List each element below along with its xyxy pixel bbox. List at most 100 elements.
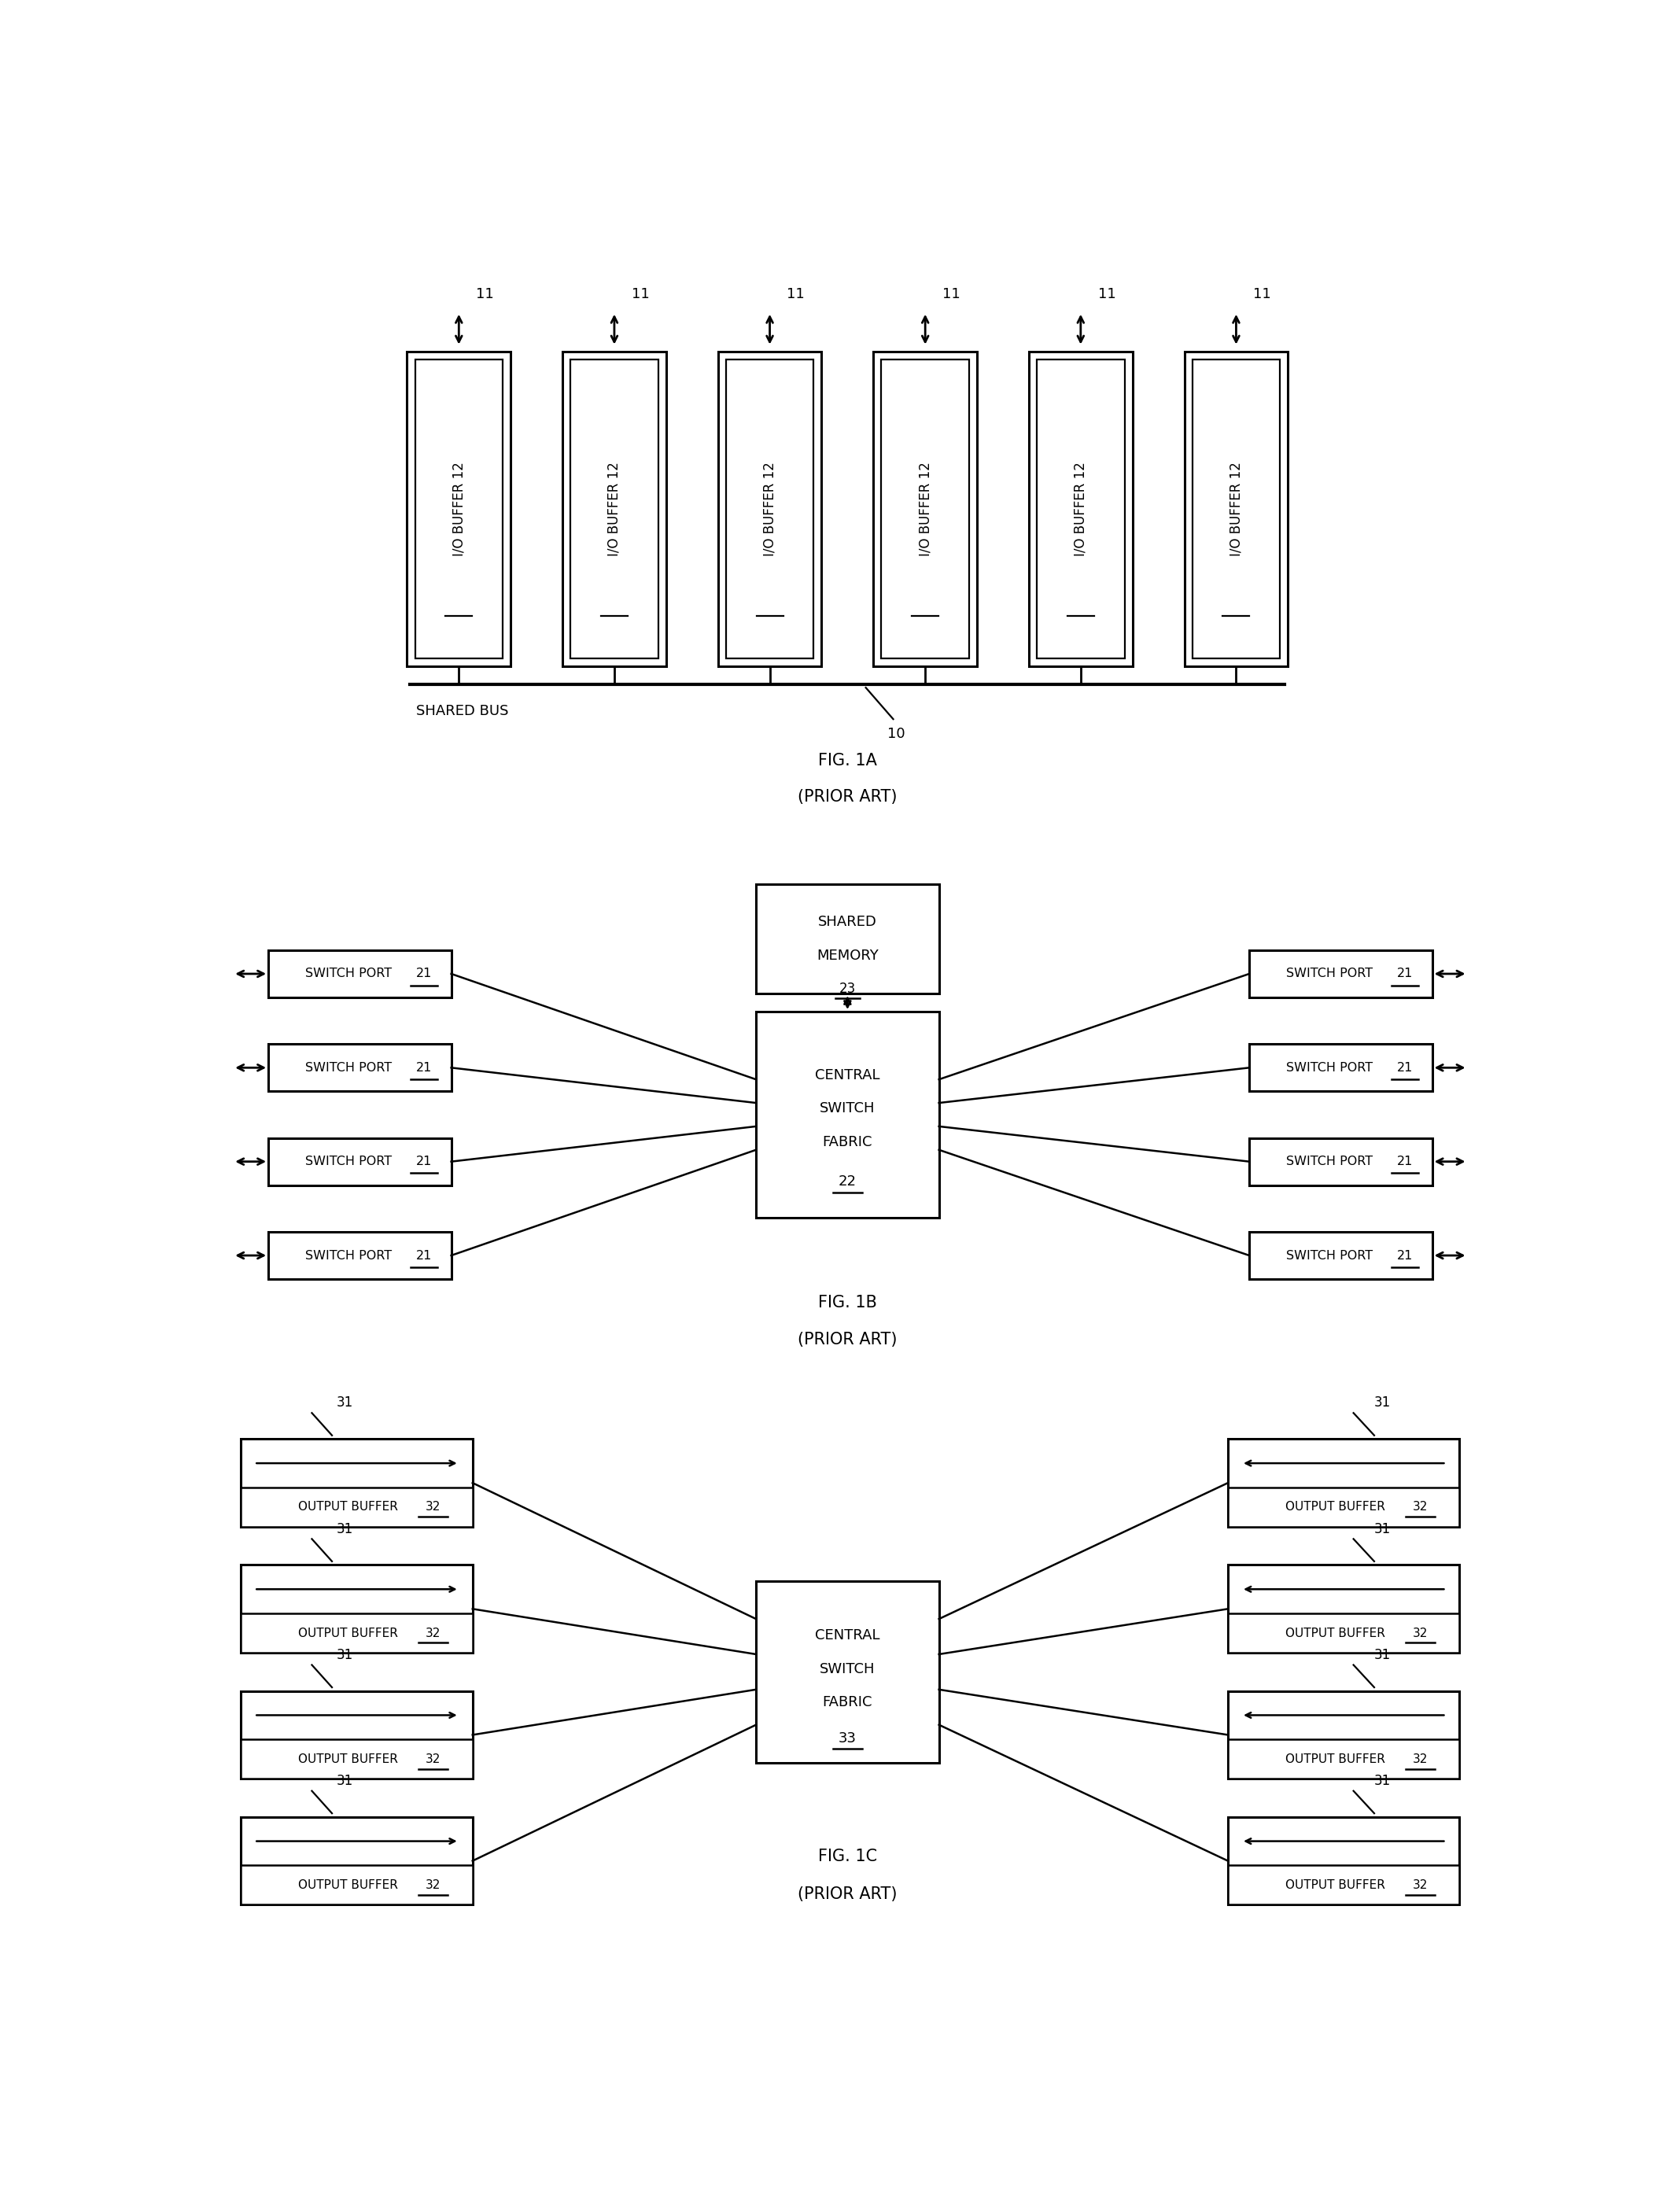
Text: SWITCH PORT: SWITCH PORT: [305, 969, 392, 980]
Text: 21: 21: [1397, 1155, 1413, 1168]
Bar: [1037, 358, 1125, 659]
Text: 32: 32: [1412, 1754, 1427, 1765]
Text: SWITCH PORT: SWITCH PORT: [1286, 1062, 1374, 1073]
Bar: [727, 358, 813, 659]
Bar: [269, 951, 451, 998]
Text: 31: 31: [1374, 1774, 1390, 1787]
Text: 11: 11: [476, 288, 494, 301]
Text: MEMORY: MEMORY: [816, 949, 879, 962]
Bar: [1249, 951, 1432, 998]
Text: 21: 21: [416, 969, 431, 980]
Text: 21: 21: [416, 1062, 431, 1073]
Bar: [241, 1690, 473, 1778]
Bar: [562, 352, 667, 666]
Bar: [757, 885, 939, 993]
Text: OUTPUT BUFFER: OUTPUT BUFFER: [1286, 1502, 1385, 1513]
Bar: [757, 1582, 939, 1763]
Text: 11: 11: [942, 288, 961, 301]
Text: 32: 32: [1412, 1880, 1427, 1891]
Bar: [1249, 1044, 1432, 1091]
Text: FIG. 1C: FIG. 1C: [818, 1849, 878, 1865]
Bar: [571, 358, 659, 659]
Text: (PRIOR ART): (PRIOR ART): [798, 1887, 898, 1902]
Text: SWITCH PORT: SWITCH PORT: [1286, 1155, 1374, 1168]
Text: (PRIOR ART): (PRIOR ART): [798, 790, 898, 805]
Bar: [406, 352, 511, 666]
Bar: [1185, 352, 1287, 666]
Bar: [873, 352, 977, 666]
Bar: [241, 1486, 473, 1526]
Bar: [1228, 1739, 1460, 1778]
Bar: [241, 1440, 473, 1526]
Text: I/O BUFFER 12: I/O BUFFER 12: [607, 462, 622, 555]
Text: 21: 21: [416, 1250, 431, 1261]
Bar: [1228, 1865, 1460, 1905]
Text: FIG. 1A: FIG. 1A: [818, 752, 878, 768]
Bar: [718, 352, 821, 666]
Text: 32: 32: [1412, 1628, 1427, 1639]
Text: 23: 23: [839, 982, 856, 995]
Text: OUTPUT BUFFER: OUTPUT BUFFER: [299, 1754, 398, 1765]
Text: SWITCH PORT: SWITCH PORT: [305, 1155, 392, 1168]
Bar: [1249, 1232, 1432, 1279]
Text: 11: 11: [786, 288, 805, 301]
Bar: [881, 358, 969, 659]
Text: FABRIC: FABRIC: [823, 1135, 873, 1148]
Text: I/O BUFFER 12: I/O BUFFER 12: [763, 462, 776, 555]
Text: 21: 21: [1397, 1062, 1413, 1073]
Text: SWITCH PORT: SWITCH PORT: [1286, 1250, 1374, 1261]
Bar: [241, 1564, 473, 1652]
Bar: [1228, 1816, 1460, 1905]
Bar: [241, 1865, 473, 1905]
Text: OUTPUT BUFFER: OUTPUT BUFFER: [1286, 1880, 1385, 1891]
Text: SWITCH PORT: SWITCH PORT: [1286, 969, 1374, 980]
Bar: [1228, 1486, 1460, 1526]
Text: SWITCH: SWITCH: [820, 1102, 876, 1115]
Text: 21: 21: [1397, 1250, 1413, 1261]
Text: (PRIOR ART): (PRIOR ART): [798, 1332, 898, 1347]
Text: SHARED BUS: SHARED BUS: [416, 703, 509, 719]
Text: 31: 31: [337, 1774, 353, 1787]
Text: I/O BUFFER 12: I/O BUFFER 12: [917, 462, 932, 555]
Text: 22: 22: [838, 1175, 856, 1188]
Bar: [757, 1011, 939, 1217]
Text: 21: 21: [1397, 969, 1413, 980]
Bar: [241, 1739, 473, 1778]
Bar: [1193, 358, 1281, 659]
Text: SWITCH PORT: SWITCH PORT: [305, 1062, 392, 1073]
Text: 31: 31: [1374, 1396, 1390, 1409]
Text: OUTPUT BUFFER: OUTPUT BUFFER: [299, 1880, 398, 1891]
Text: 31: 31: [337, 1522, 353, 1535]
Bar: [269, 1044, 451, 1091]
Bar: [1029, 352, 1133, 666]
Bar: [1228, 1564, 1460, 1652]
Bar: [241, 1613, 473, 1652]
Text: I/O BUFFER 12: I/O BUFFER 12: [1229, 462, 1243, 555]
Text: 10: 10: [888, 728, 906, 741]
Text: FABRIC: FABRIC: [823, 1694, 873, 1710]
Bar: [241, 1816, 473, 1905]
Text: 32: 32: [425, 1754, 441, 1765]
Text: 31: 31: [337, 1648, 353, 1661]
Text: 32: 32: [425, 1880, 441, 1891]
Text: CENTRAL: CENTRAL: [815, 1068, 879, 1082]
Text: SHARED: SHARED: [818, 916, 878, 929]
Text: SWITCH: SWITCH: [820, 1661, 876, 1677]
Text: I/O BUFFER 12: I/O BUFFER 12: [1073, 462, 1088, 555]
Text: 32: 32: [425, 1502, 441, 1513]
Text: 11: 11: [1098, 288, 1115, 301]
Text: 32: 32: [425, 1628, 441, 1639]
Text: OUTPUT BUFFER: OUTPUT BUFFER: [299, 1502, 398, 1513]
Text: CENTRAL: CENTRAL: [815, 1628, 879, 1644]
Text: 11: 11: [632, 288, 649, 301]
Bar: [269, 1137, 451, 1186]
Bar: [1228, 1690, 1460, 1778]
Bar: [415, 358, 503, 659]
Text: SWITCH PORT: SWITCH PORT: [305, 1250, 392, 1261]
Bar: [1228, 1440, 1460, 1526]
Text: OUTPUT BUFFER: OUTPUT BUFFER: [1286, 1628, 1385, 1639]
Bar: [1249, 1137, 1432, 1186]
Bar: [269, 1232, 451, 1279]
Text: I/O BUFFER 12: I/O BUFFER 12: [451, 462, 466, 555]
Text: 31: 31: [1374, 1522, 1390, 1535]
